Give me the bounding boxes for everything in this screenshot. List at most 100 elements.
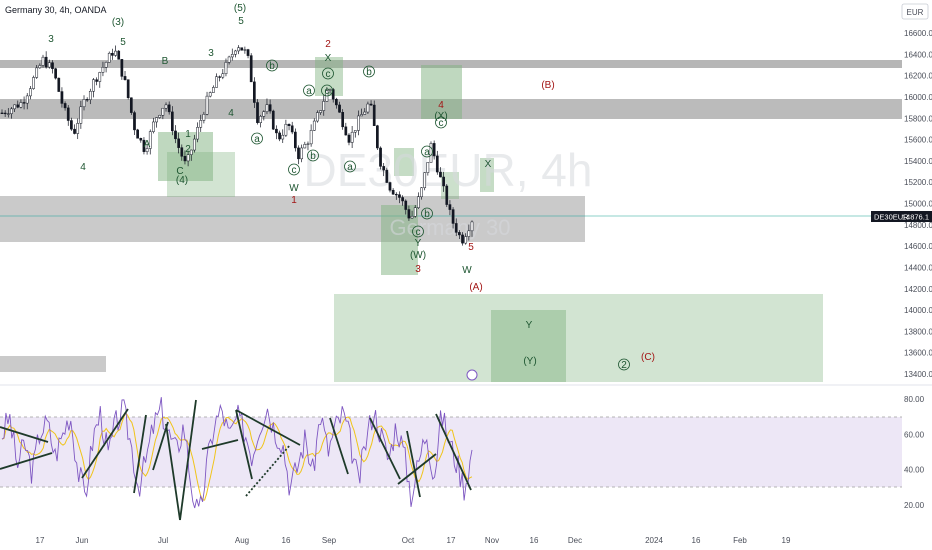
candle-body bbox=[281, 134, 285, 140]
wave-label: (A) bbox=[469, 282, 482, 293]
candle-body bbox=[129, 97, 133, 113]
candle-body bbox=[230, 54, 234, 58]
y-tick-label: 14600.0 bbox=[904, 242, 932, 251]
wave-label: A bbox=[144, 139, 151, 150]
candle-body bbox=[133, 112, 136, 131]
target-zone-box bbox=[334, 294, 823, 382]
candle-body bbox=[211, 87, 215, 93]
candle-body bbox=[398, 194, 401, 198]
candle-body bbox=[148, 131, 152, 149]
candle-body bbox=[117, 50, 121, 60]
candle-body bbox=[297, 147, 300, 160]
candle-body bbox=[92, 79, 95, 92]
wave-label-circle bbox=[251, 132, 263, 145]
watermark-name: Germany 30 bbox=[389, 215, 510, 240]
candle-body bbox=[303, 144, 307, 149]
candle-body bbox=[394, 193, 398, 196]
zone-box bbox=[167, 152, 235, 197]
rsi-band bbox=[0, 417, 902, 487]
time-axis[interactable]: 17 Jun Jul Aug 16 Sep Oct 17 Nov 16 Dec 2024 16 Feb 19 bbox=[36, 536, 791, 545]
candle-body bbox=[265, 104, 269, 112]
candle-body bbox=[51, 62, 54, 69]
wave-label: a bbox=[347, 162, 353, 173]
wave-label: (5) bbox=[234, 3, 246, 14]
x-tick-label: 17 bbox=[447, 536, 456, 545]
candle-body bbox=[458, 232, 461, 236]
candle-body bbox=[101, 67, 105, 73]
rsi-pane[interactable]: 20.00 40.00 60.00 80.00 bbox=[0, 384, 932, 521]
candle-body bbox=[379, 147, 382, 167]
candle-body bbox=[363, 111, 367, 115]
candle-body bbox=[170, 111, 174, 132]
rsi-trendline bbox=[397, 453, 437, 485]
wave-label: 4 bbox=[438, 100, 444, 111]
wave-label: b bbox=[366, 67, 372, 78]
wave-label: B bbox=[162, 56, 169, 67]
candle-body bbox=[155, 117, 158, 123]
candle-body bbox=[199, 120, 203, 128]
candle-body bbox=[136, 129, 139, 139]
wave-label-circle bbox=[344, 160, 356, 173]
candle-body bbox=[227, 56, 231, 63]
wave-label: X bbox=[485, 159, 492, 170]
candlestick-series bbox=[0, 45, 474, 246]
wave-label-circle bbox=[303, 84, 315, 97]
y-tick-label: 16200.0 bbox=[904, 72, 932, 81]
rsi-tick-label: 60.00 bbox=[904, 430, 925, 439]
wave-label-circle bbox=[421, 145, 433, 158]
candle-body bbox=[278, 132, 281, 140]
candle-body bbox=[246, 49, 250, 56]
chart-title: Germany 30, 4h, OANDA bbox=[5, 5, 107, 15]
y-tick-label: 15200.0 bbox=[904, 178, 932, 187]
candle-body bbox=[347, 134, 351, 143]
candle-body bbox=[38, 65, 42, 69]
zone-box bbox=[480, 158, 494, 192]
candle-body bbox=[467, 230, 471, 237]
flash-icon[interactable] bbox=[466, 369, 478, 381]
rsi-tick-label: 40.00 bbox=[904, 466, 925, 475]
candle-body bbox=[158, 115, 162, 118]
rsi-trendline bbox=[201, 439, 239, 450]
wave-label: (3) bbox=[112, 17, 124, 28]
candle-body bbox=[376, 125, 379, 149]
candle-body bbox=[426, 162, 430, 173]
candle-body bbox=[249, 55, 253, 83]
candle-body bbox=[208, 92, 212, 97]
x-tick-label: Jun bbox=[76, 536, 89, 545]
candle-body bbox=[202, 114, 206, 121]
x-tick-label: 16 bbox=[530, 536, 539, 545]
candle-body bbox=[104, 62, 108, 68]
zone-box bbox=[394, 148, 414, 176]
price-pane[interactable]: DE30EUR, 4h Germany 30 3 5(3)B4AC(4)2134(… bbox=[0, 3, 902, 382]
wave-label: 5 bbox=[120, 37, 126, 48]
candle-body bbox=[66, 107, 70, 121]
x-tick-label: Oct bbox=[402, 536, 415, 545]
price-axis[interactable]: EUR 13400.0 13600.0 13800.0 14000.0 14200.0 1… bbox=[871, 3, 932, 379]
wave-label-circle bbox=[321, 84, 333, 97]
wave-label-circle bbox=[435, 116, 447, 129]
candle-body bbox=[294, 131, 297, 149]
x-tick-label: 17 bbox=[36, 536, 45, 545]
candle-body bbox=[107, 52, 111, 63]
wave-label: c bbox=[439, 118, 444, 129]
candle-body bbox=[111, 52, 114, 56]
candle-body bbox=[161, 107, 165, 116]
candle-body bbox=[44, 56, 48, 68]
wave-label: b bbox=[269, 61, 275, 72]
x-tick-label: Aug bbox=[235, 536, 249, 545]
candle-body bbox=[259, 116, 263, 123]
candle-body bbox=[268, 104, 272, 112]
wave-label: (Y) bbox=[523, 356, 536, 367]
candle-body bbox=[262, 111, 266, 117]
wave-label-circle bbox=[618, 358, 630, 371]
wave-label: c bbox=[326, 69, 331, 80]
price-tag bbox=[871, 211, 932, 222]
wave-label: 3 bbox=[48, 34, 54, 45]
wave-label-circle bbox=[421, 207, 433, 220]
currency-button[interactable] bbox=[901, 3, 929, 20]
wave-label-circle bbox=[363, 65, 375, 78]
candle-body bbox=[19, 102, 23, 108]
x-tick-label: Nov bbox=[485, 536, 499, 545]
candle-body bbox=[215, 76, 218, 88]
